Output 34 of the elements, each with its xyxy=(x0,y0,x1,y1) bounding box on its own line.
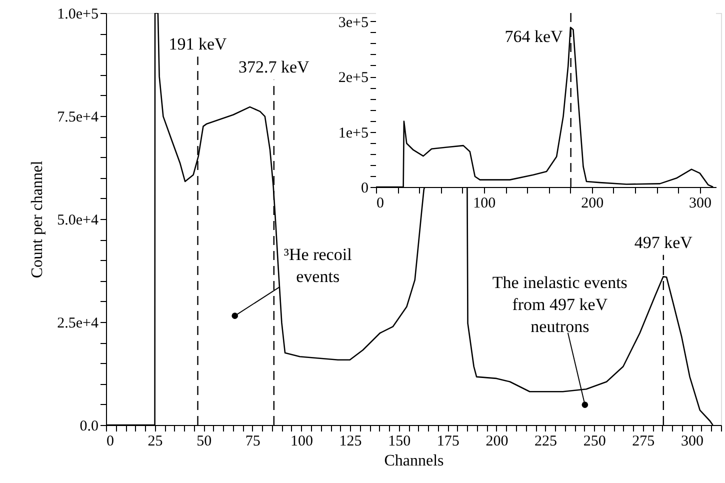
x-tick-label: 200 xyxy=(486,434,508,450)
annotation: 497 keV xyxy=(634,232,694,252)
x-axis-title: Channels xyxy=(384,452,444,470)
annotation: ³He recoil events xyxy=(284,244,352,286)
x-tick-label: 100 xyxy=(473,196,496,212)
annotation: 191 keV xyxy=(168,34,228,54)
x-tick-label: 275 xyxy=(632,434,655,450)
x-tick-label: 225 xyxy=(534,434,558,450)
y-tick-label: 2e+5 xyxy=(338,70,368,86)
x-tick-label: 50 xyxy=(196,434,212,450)
x-tick-label: 200 xyxy=(581,196,604,212)
y-axis-title: Count per channel xyxy=(29,160,46,278)
x-tick-label: 150 xyxy=(388,434,411,450)
y-tick-label: 7.5e+4 xyxy=(57,110,99,126)
x-tick-label: 300 xyxy=(680,434,704,450)
x-tick-label: 0 xyxy=(376,196,384,212)
y-tick-label: 5.0e+4 xyxy=(57,212,99,228)
y-tick-label: 1e+5 xyxy=(338,125,368,142)
y-tick-label: 0 xyxy=(361,180,368,196)
x-tick-label: 250 xyxy=(583,434,606,450)
y-tick-label: 3e+5 xyxy=(338,14,368,31)
x-tick-label: 300 xyxy=(689,196,712,212)
x-tick-label: 100 xyxy=(290,434,313,450)
x-tick-label: 125 xyxy=(339,434,362,450)
x-tick-label: 75 xyxy=(245,434,260,450)
annotation: 372.7 keV xyxy=(238,58,310,77)
ref-line-label: 764 keV xyxy=(504,27,564,46)
y-tick-label: 0.0 xyxy=(80,418,98,434)
x-tick-label: 175 xyxy=(436,434,460,450)
x-tick-label: 25 xyxy=(148,434,163,450)
y-tick-label: 1.0e+5 xyxy=(57,6,98,22)
annotation: The inelastic events from 497 keV neutrons xyxy=(492,272,628,336)
y-tick-label: 2.5e+4 xyxy=(57,316,99,332)
x-tick-label: 0 xyxy=(106,434,114,450)
